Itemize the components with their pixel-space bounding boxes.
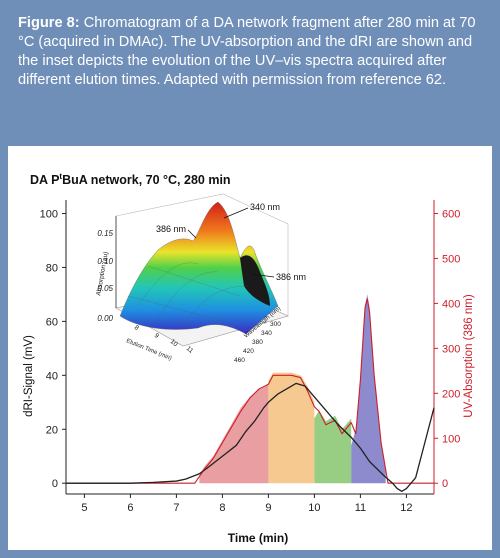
inset-x-tick: 10 xyxy=(169,338,179,348)
y-right-tick-label: 500 xyxy=(442,253,460,265)
y-axis-left-label: dRI-Signal (mV) xyxy=(23,335,35,417)
y-right-tick-label: 0 xyxy=(442,478,448,490)
inset-annotation: 386 nm xyxy=(156,224,186,234)
x-tick-label: 9 xyxy=(265,502,271,514)
figure-caption: Figure 8: Chromatogram of a DA network f… xyxy=(18,14,484,90)
chromatogram-chart: DA PtBuA network, 70 °C, 280 min 5 6 7 8 9 10… xyxy=(23,172,475,545)
inset-y-tick: 420 xyxy=(243,348,254,355)
fraction-area xyxy=(199,383,269,484)
y-right-tick-label: 300 xyxy=(442,343,460,355)
x-tick-label: 8 xyxy=(219,502,225,514)
y-right-tick-label: 100 xyxy=(442,433,460,445)
chart-title: DA PtBuA network, 70 °C, 280 min xyxy=(30,172,231,187)
y-right-tick-label: 200 xyxy=(442,388,460,400)
inset-annotation: 340 nm xyxy=(250,202,280,212)
inset-3d-surface: 0.15 0.10 0.05 0.00 Absorption (au) 8 9 … xyxy=(95,193,306,364)
dri-signal-line xyxy=(66,382,435,492)
x-tick-label: 11 xyxy=(355,502,366,514)
inset-y-tick: 300 xyxy=(270,321,281,328)
inset-annotation-arrow xyxy=(251,273,275,278)
inset-x-tick: 11 xyxy=(185,345,195,355)
y-right-tick-label: 400 xyxy=(442,298,460,310)
inset-annotation-arrow xyxy=(187,229,197,239)
inset-surface xyxy=(119,201,279,335)
axes: 5 6 7 8 9 10 11 12 0 20 40 60 80 100 0 100 200 300 400 500 6… xyxy=(40,200,460,514)
x-tick-label: 10 xyxy=(308,502,320,514)
fraction-area xyxy=(314,410,352,484)
inset-y-tick: 380 xyxy=(252,339,263,346)
x-tick-label: 6 xyxy=(127,502,133,514)
caption-text: Chromatogram of a DA network fragment af… xyxy=(18,15,476,88)
inset-z-tick: 0.05 xyxy=(97,284,113,293)
fraction-area xyxy=(268,372,315,484)
x-axis-label: Time (min) xyxy=(228,531,288,545)
fraction-areas xyxy=(199,294,386,484)
caption-label: Figure 8: xyxy=(18,15,80,31)
y-right-tick-label: 600 xyxy=(442,208,460,220)
inset-annotation: 386 nm xyxy=(276,272,306,282)
uv-absorption-line xyxy=(66,298,434,484)
y-left-tick-label: 80 xyxy=(46,262,58,274)
x-tick-label: 5 xyxy=(81,502,87,514)
y-left-tick-label: 0 xyxy=(52,478,58,490)
series-lines xyxy=(66,298,435,492)
inset-x-tick: 8 xyxy=(133,324,141,332)
inset-y-tick: 460 xyxy=(234,357,245,364)
y-left-tick-label: 40 xyxy=(46,370,58,382)
y-left-tick-label: 60 xyxy=(46,316,58,328)
y-left-tick-label: 100 xyxy=(40,208,58,220)
inset-x-tick: 9 xyxy=(153,332,161,340)
inset-surface-dark-ridge xyxy=(240,255,270,306)
fraction-area xyxy=(351,294,386,484)
y-left-tick-label: 20 xyxy=(46,424,58,436)
x-tick-label: 12 xyxy=(400,502,412,514)
chart-panel: DA PtBuA network, 70 °C, 280 min 5 6 7 8 9 10… xyxy=(8,146,492,550)
inset-z-tick: 0.10 xyxy=(97,257,113,266)
inset-z-tick: 0.15 xyxy=(97,229,113,238)
inset-z-tick: 0.00 xyxy=(97,314,113,323)
inset-y-tick: 340 xyxy=(261,330,272,337)
x-tick-label: 7 xyxy=(173,502,179,514)
inset-annotation-arrow xyxy=(223,207,249,219)
y-axis-right-label: UV-Absorption (386 nm) xyxy=(463,294,475,418)
inset-mesh xyxy=(127,262,249,327)
inset-x-label: Elution Time (min) xyxy=(125,338,172,362)
